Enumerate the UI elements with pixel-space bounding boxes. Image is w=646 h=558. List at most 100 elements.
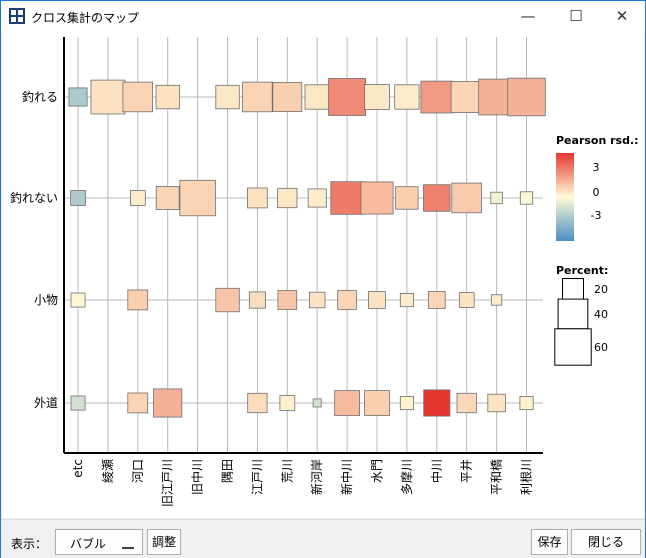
bubble-cell bbox=[394, 84, 420, 110]
bubble-cell bbox=[450, 81, 483, 114]
bubble-cell bbox=[90, 79, 126, 115]
color-legend-title: Pearson rsd.: bbox=[556, 134, 639, 147]
title-bar: クロス集計のマップ — ☐ ✕ bbox=[1, 1, 645, 32]
column-label: 河口 bbox=[131, 459, 145, 483]
bubble-cell bbox=[451, 182, 482, 214]
bubble-cell bbox=[307, 188, 327, 208]
column-label: 平井 bbox=[460, 459, 474, 483]
column-label: 多摩川 bbox=[399, 459, 414, 495]
bottom-toolbar: 表示： バブル 調整 保存 閉じる bbox=[1, 519, 645, 558]
bubble-cell bbox=[423, 389, 451, 417]
bubble-cell bbox=[328, 78, 367, 116]
bubble-cell bbox=[334, 390, 361, 416]
bubble-cell bbox=[70, 292, 86, 308]
bubble-cell bbox=[153, 388, 183, 418]
size-legend-title: Percent: bbox=[556, 264, 608, 277]
bubble-cell bbox=[155, 84, 180, 110]
bubble-cell bbox=[70, 190, 86, 206]
close-button[interactable]: 閉じる bbox=[571, 529, 641, 555]
minimize-button[interactable]: — bbox=[520, 7, 536, 25]
bubble-cell bbox=[507, 77, 546, 117]
window-title: クロス集計のマップ bbox=[31, 11, 140, 25]
row-label: 釣れる bbox=[22, 89, 58, 104]
bubble-cell bbox=[129, 190, 146, 206]
bubble-cell bbox=[330, 181, 364, 215]
column-label: 江戸川 bbox=[250, 459, 264, 495]
bubble-cell bbox=[277, 290, 298, 310]
display-label: 表示： bbox=[11, 537, 48, 551]
bubble-cell bbox=[308, 291, 326, 309]
bubble-cell bbox=[122, 81, 154, 113]
bubble-cell bbox=[360, 181, 394, 215]
display-select-value: バブル bbox=[70, 537, 107, 551]
bubble-cell bbox=[519, 191, 534, 205]
bubble-cell bbox=[279, 395, 296, 411]
column-label: 荒川 bbox=[280, 459, 294, 483]
bubble-cell bbox=[312, 398, 322, 408]
adjust-button[interactable]: 調整 bbox=[147, 529, 181, 555]
bubble-cell bbox=[490, 294, 503, 306]
column-label: 新中川 bbox=[339, 459, 354, 495]
save-button[interactable]: 保存 bbox=[531, 529, 568, 555]
color-legend-tick: -3 bbox=[591, 209, 602, 222]
column-label: 中川 bbox=[429, 459, 444, 483]
column-label: 旧中川 bbox=[190, 459, 205, 495]
bubble-cell bbox=[215, 84, 240, 110]
bubble-cell bbox=[215, 287, 240, 313]
bubble-cell bbox=[399, 395, 414, 411]
color-legend-tick: 3 bbox=[593, 161, 600, 174]
bubble-cell bbox=[395, 186, 419, 210]
column-label: 新河岸 bbox=[309, 459, 324, 495]
column-label: 平和橋 bbox=[490, 459, 504, 495]
bubble-cell bbox=[246, 187, 268, 209]
column-label: 水門 bbox=[370, 459, 384, 483]
bubble-cell bbox=[304, 84, 330, 110]
bubble-cell bbox=[179, 179, 216, 217]
bubble-cell bbox=[364, 84, 390, 110]
bubble-cell bbox=[458, 292, 475, 308]
size-legend-square bbox=[562, 278, 584, 300]
column-label: 隅田 bbox=[221, 459, 235, 483]
bubble-cell bbox=[242, 81, 273, 113]
bubble-cell bbox=[127, 392, 149, 414]
row-label: 小物 bbox=[34, 293, 58, 307]
app-grid-icon bbox=[9, 8, 25, 24]
bubble-cell bbox=[364, 390, 390, 416]
bubble-cell bbox=[337, 290, 357, 310]
column-label: etc bbox=[71, 459, 85, 478]
size-legend-square bbox=[554, 328, 592, 366]
bubble-cell bbox=[490, 191, 503, 205]
column-label: 利根川 bbox=[520, 459, 534, 495]
row-label: 釣れない bbox=[10, 190, 58, 205]
display-select[interactable]: バブル bbox=[55, 529, 143, 555]
color-legend-bar bbox=[556, 153, 574, 241]
size-legend-label: 40 bbox=[594, 308, 608, 321]
bubble-cell bbox=[155, 186, 180, 210]
bubble-cell bbox=[420, 80, 454, 114]
row-label: 外道 bbox=[34, 396, 58, 410]
bubble-cell bbox=[127, 289, 149, 311]
bubble-cell bbox=[456, 392, 477, 414]
plot-canvas: 釣れる釣れない小物外道 etc 綾瀬 河口 旧江戸川 旧中川 隅田 江戸川 荒川 新河岸 新中川 水門… bbox=[2, 32, 644, 518]
bubble-cell bbox=[487, 393, 506, 413]
bubble-cell bbox=[368, 291, 386, 309]
maximize-button[interactable]: ☐ bbox=[569, 7, 583, 25]
bubble-cell bbox=[277, 187, 298, 209]
bubble-cell bbox=[247, 392, 268, 414]
bubble-cell bbox=[272, 82, 303, 112]
bubble-cell bbox=[68, 87, 88, 107]
chevron-down-icon bbox=[122, 542, 134, 549]
size-legend-label: 60 bbox=[594, 341, 608, 354]
bubble-cell bbox=[519, 395, 534, 411]
close-window-button[interactable]: ✕ bbox=[615, 7, 629, 25]
color-legend-tick: 0 bbox=[593, 186, 600, 199]
column-label: 旧江戸川 bbox=[161, 459, 175, 507]
size-legend-label: 20 bbox=[594, 283, 608, 296]
bubble-cell bbox=[70, 395, 86, 411]
bubble-cell bbox=[399, 292, 414, 308]
column-label: 綾瀬 bbox=[100, 459, 115, 483]
bubble-cell bbox=[423, 184, 451, 212]
bubble-cell bbox=[427, 291, 446, 309]
